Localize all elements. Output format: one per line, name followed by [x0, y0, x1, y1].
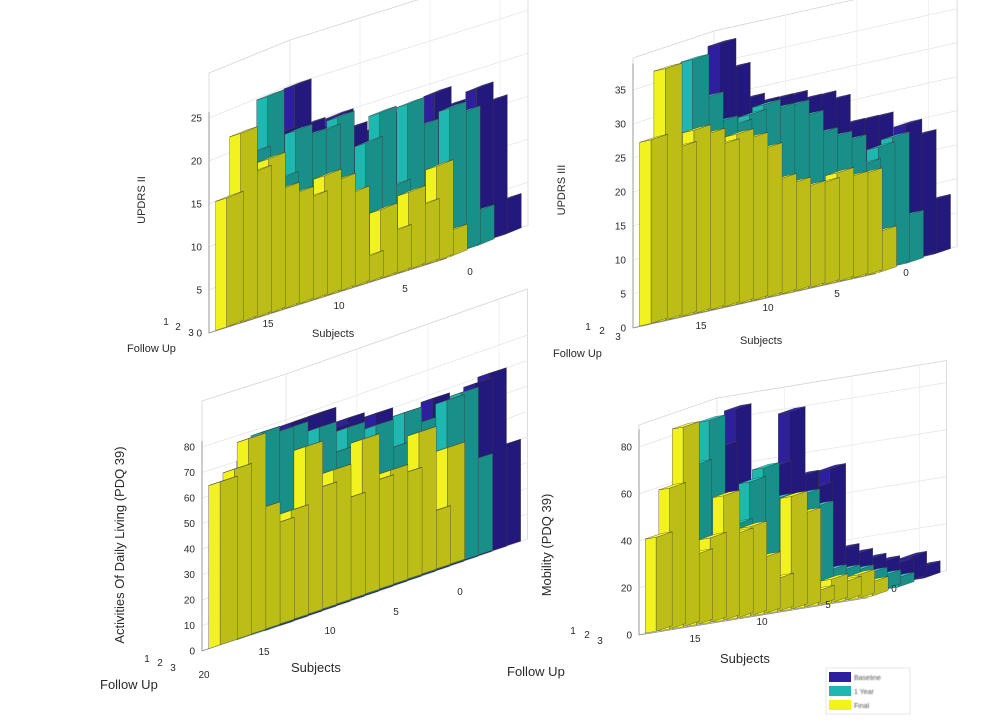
z-tick-label: 70 — [184, 468, 196, 479]
legend: Baseline 1 Year Final — [825, 667, 911, 715]
z-tick-label: 10 — [184, 621, 196, 632]
bar-bottom-right-fu3-s0 — [645, 531, 673, 634]
bar-top-right-fu3-s0 — [639, 133, 668, 327]
followup-tick-label: 2 — [157, 658, 163, 669]
subject-tick-label: 15 — [258, 647, 270, 658]
subject-tick-label: 15 — [695, 321, 707, 332]
y-axis-label: Follow Up — [127, 343, 176, 355]
z-tick-label: 15 — [615, 222, 627, 233]
z-tick-label: 60 — [184, 494, 196, 505]
z-tick-label: 40 — [621, 537, 633, 548]
subject-tick-label: 5 — [834, 289, 840, 300]
z-tick-label: 0 — [189, 647, 195, 658]
z-tick-label: 20 — [191, 157, 203, 168]
subject-tick-label: 5 — [393, 607, 399, 618]
subject-tick-label: 5 — [402, 284, 408, 295]
bar-top-left-fu3-s0 — [215, 190, 244, 331]
z-axis-label: Mobility (PDQ 39) — [539, 494, 554, 597]
z-tick-label: 80 — [621, 443, 633, 454]
x-axis-label: Subjects — [291, 660, 341, 675]
subject-tick-label: 15 — [262, 319, 274, 330]
subject-tick-label: 5 — [825, 600, 831, 611]
subject-tick-label: 10 — [756, 617, 768, 628]
legend-label: 1 Year — [854, 689, 875, 696]
z-tick-label: 0 — [620, 324, 626, 335]
y-axis-label: Follow Up — [553, 348, 602, 360]
z-axis-label: UPDRS II — [136, 176, 148, 224]
z-tick-label: 60 — [621, 490, 633, 501]
y-axis-label: Follow Up — [100, 677, 158, 692]
z-tick-label: 80 — [184, 443, 196, 454]
subject-tick-label: 10 — [324, 626, 336, 637]
legend-label: Baseline — [854, 675, 881, 682]
followup-tick-label: 3 — [170, 663, 176, 674]
x-axis-label: Subjects — [312, 328, 355, 340]
bars — [645, 403, 941, 634]
followup-tick-label: 1 — [163, 317, 169, 328]
chart-panel-bottom-right: 0 20 40 60 80 0 5 10 15 1 23 Subjects Follow Up Mobil… — [507, 360, 947, 679]
followup-tick-label: 3 — [597, 636, 603, 647]
subject-tick-label: 0 — [891, 584, 897, 595]
followup-tick-label: 1 — [144, 654, 150, 665]
z-tick-label: 10 — [191, 243, 203, 254]
bar-bottom-left-fu3-s0 — [208, 475, 238, 650]
z-tick-label: 25 — [191, 114, 203, 125]
z-tick-label: 30 — [615, 120, 627, 131]
x-axis-label: Subjects — [720, 651, 770, 666]
z-tick-label: 35 — [615, 86, 627, 97]
bars — [639, 37, 951, 327]
legend-swatch — [829, 672, 851, 682]
subject-tick-label: 0 — [903, 268, 909, 279]
subject-tick-label: 10 — [333, 301, 345, 312]
subject-tick-label: 0 — [467, 267, 473, 278]
z-tick-label: 5 — [620, 290, 626, 301]
z-axis-label: UPDRS III — [556, 165, 568, 216]
bars — [208, 367, 521, 650]
followup-tick-label: 2 — [584, 630, 590, 641]
z-tick-label: 25 — [615, 154, 627, 165]
z-tick-label: 10 — [615, 256, 627, 267]
followup-tick-label: 2 — [599, 326, 605, 337]
z-tick-label: 15 — [191, 200, 203, 211]
followup-tick-label: 1 — [585, 322, 591, 333]
legend-swatch — [829, 686, 851, 696]
z-tick-label: 50 — [184, 519, 196, 530]
legend-label: Final — [854, 703, 870, 710]
subject-tick-label: 10 — [762, 303, 774, 314]
z-tick-label: 30 — [184, 570, 196, 581]
subject-tick-label: 20 — [198, 670, 210, 681]
subject-tick-label: 0 — [457, 587, 463, 598]
x-axis-label: Subjects — [740, 335, 783, 347]
z-tick-label: 20 — [615, 188, 627, 199]
followup-tick-label: 2 — [175, 322, 181, 333]
chart-panel-top-right: 0 5 10 15 20 25 30 35 0 5 10 15 1 23 Subjects Follow Up… — [553, 0, 958, 360]
followup-tick-label: 3 — [188, 328, 194, 339]
z-axis-label: Activities Of Daily Living (PDQ 39) — [112, 446, 127, 643]
legend-swatch — [829, 700, 851, 710]
z-tick-label: 20 — [184, 596, 196, 607]
chart-panel-top-left: 0 5 10 15 20 25 0 5 10 15 1 23 Subjects Follow Up UPDR… — [127, 0, 529, 355]
bars — [215, 78, 522, 331]
z-tick-label: 0 — [626, 631, 632, 642]
z-tick-label: 40 — [184, 545, 196, 556]
subject-tick-label: 15 — [689, 634, 701, 645]
followup-tick-label: 1 — [570, 626, 576, 637]
y-axis-label: Follow Up — [507, 664, 565, 679]
z-tick-label: 0 — [196, 329, 202, 340]
followup-tick-label: 3 — [615, 332, 621, 343]
z-tick-label: 5 — [196, 286, 202, 297]
z-tick-label: 20 — [621, 584, 633, 595]
